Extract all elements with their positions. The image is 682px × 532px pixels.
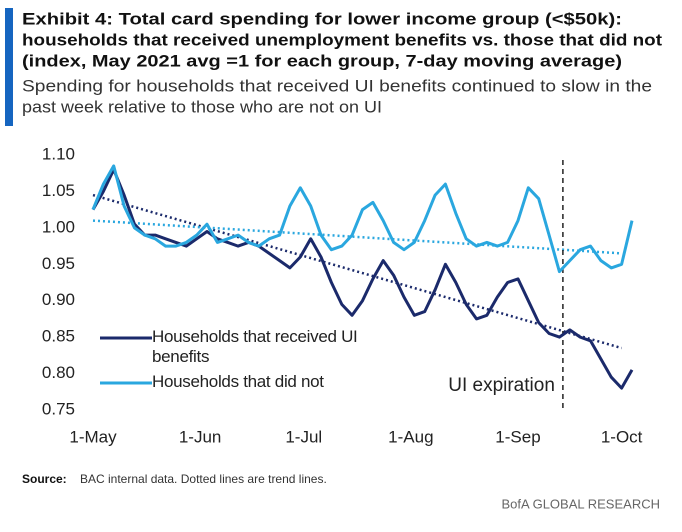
source-label: Source: [22,472,67,486]
y-tick-label: 0.85 [42,327,75,346]
series-line [91,164,634,274]
footer: BofA GLOBAL RESEARCH [502,496,660,511]
y-tick-label: 0.75 [42,399,75,418]
chart-title: households that received unemployment be… [22,30,662,49]
y-tick-label: 0.90 [42,290,75,309]
chart-title: (index, May 2021 avg =1 for each group, … [22,51,622,70]
x-tick-label: 1-Aug [388,427,433,446]
chart-subtitle: past week relative to those who are not … [22,97,382,116]
y-tick-label: 1.00 [42,217,75,236]
trend-line [92,193,622,350]
chart-subtitle: Spending for households that received UI… [22,76,652,95]
x-tick-label: 1-Sep [495,427,540,446]
source-text: BAC internal data. Dotted lines are tren… [80,472,327,486]
x-tick-label: 1-Oct [601,427,643,446]
title-bar [5,8,13,126]
y-tick-label: 1.10 [42,144,75,163]
x-tick-label: 1-Jun [179,427,222,446]
x-tick-label: 1-May [69,427,117,446]
y-tick-label: 1.05 [42,181,75,200]
legend-label: Households that did not [152,372,324,391]
legend-label: Households that received UI benefits [152,327,358,366]
y-tick-label: 0.95 [42,254,75,273]
chart-title: Exhibit 4: Total card spending for lower… [22,9,622,28]
x-tick-label: 1-Jul [285,427,322,446]
annotation-text: UI expiration [448,375,555,396]
y-tick-label: 0.80 [42,363,75,382]
trend-line [92,219,622,255]
